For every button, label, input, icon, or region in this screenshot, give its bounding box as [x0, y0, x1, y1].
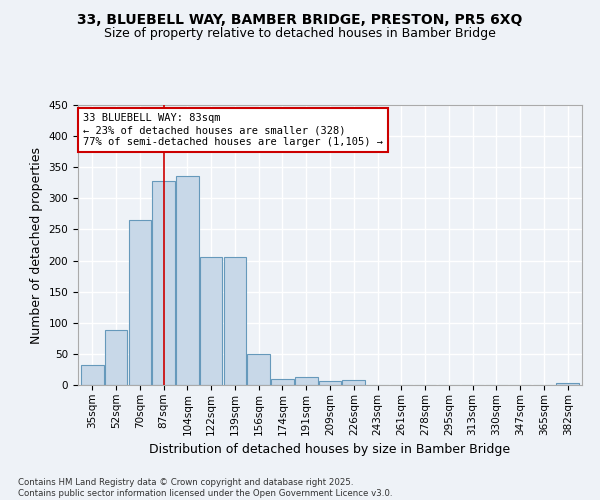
Text: 33 BLUEBELL WAY: 83sqm
← 23% of detached houses are smaller (328)
77% of semi-de: 33 BLUEBELL WAY: 83sqm ← 23% of detached…: [83, 114, 383, 146]
Bar: [176, 176, 199, 385]
Bar: [224, 258, 246, 385]
Bar: [343, 380, 365, 385]
Text: 33, BLUEBELL WAY, BAMBER BRIDGE, PRESTON, PR5 6XQ: 33, BLUEBELL WAY, BAMBER BRIDGE, PRESTON…: [77, 12, 523, 26]
Text: Contains HM Land Registry data © Crown copyright and database right 2025.
Contai: Contains HM Land Registry data © Crown c…: [18, 478, 392, 498]
Bar: [105, 330, 127, 385]
Bar: [295, 377, 317, 385]
Bar: [556, 383, 579, 385]
Bar: [81, 365, 104, 385]
Y-axis label: Number of detached properties: Number of detached properties: [30, 146, 43, 344]
Bar: [152, 181, 175, 385]
Bar: [319, 382, 341, 385]
Bar: [200, 258, 223, 385]
Bar: [128, 220, 151, 385]
Bar: [271, 379, 294, 385]
Bar: [247, 354, 270, 385]
Text: Size of property relative to detached houses in Bamber Bridge: Size of property relative to detached ho…: [104, 28, 496, 40]
X-axis label: Distribution of detached houses by size in Bamber Bridge: Distribution of detached houses by size …: [149, 443, 511, 456]
